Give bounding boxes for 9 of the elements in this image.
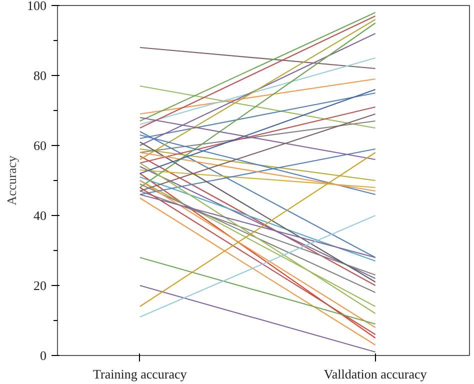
y-tick-label: 40 — [34, 208, 46, 223]
x-tick-label: Valldation accuracy — [324, 366, 428, 382]
y-tick-label: 80 — [34, 68, 46, 83]
y-tick-label: 100 — [27, 0, 46, 13]
y-tick-label: 60 — [34, 138, 46, 153]
y-tick-label: 0 — [40, 348, 46, 363]
y-tick-label: 20 — [34, 278, 46, 293]
x-tick-label: Training accuracy — [93, 366, 188, 382]
y-axis-title: Accuracy — [4, 155, 19, 206]
